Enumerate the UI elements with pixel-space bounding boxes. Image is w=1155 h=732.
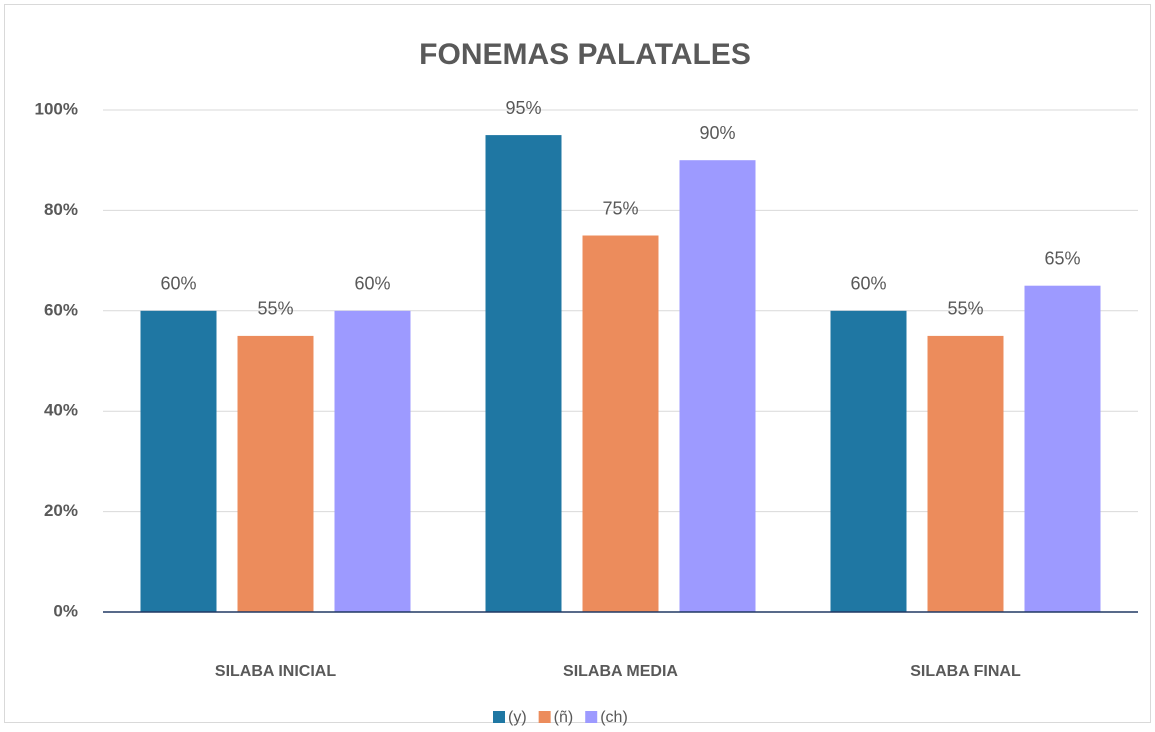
x-tick-label: SILABA INICIAL	[215, 663, 336, 680]
x-tick-label: SILABA MEDIA	[563, 663, 678, 680]
bar	[830, 310, 907, 612]
data-label: 60%	[354, 274, 390, 294]
legend-label: (y)	[508, 709, 527, 726]
y-tick-label: 20%	[44, 501, 78, 520]
legend-label: (ñ)	[554, 709, 574, 726]
x-tick-label: SILABA FINAL	[910, 663, 1021, 680]
data-label: 95%	[505, 98, 541, 118]
y-tick-label: 60%	[44, 300, 78, 319]
bar	[927, 335, 1004, 612]
chart-title: FONEMAS PALATALES	[419, 38, 751, 71]
data-label: 90%	[699, 123, 735, 143]
bar	[1024, 285, 1101, 612]
y-tick-label: 100%	[35, 99, 78, 118]
y-tick-label: 0%	[53, 601, 78, 620]
bar	[237, 335, 314, 612]
data-label: 55%	[257, 299, 293, 319]
data-label: 60%	[160, 274, 196, 294]
data-label: 65%	[1044, 248, 1080, 268]
bar	[140, 310, 217, 612]
data-label: 60%	[850, 274, 886, 294]
data-label: 55%	[947, 299, 983, 319]
legend-swatch	[493, 711, 505, 723]
bar	[582, 235, 659, 612]
legend-swatch	[538, 711, 551, 723]
bar	[334, 310, 411, 612]
data-label: 75%	[602, 198, 638, 218]
legend-swatch	[585, 711, 598, 723]
bar	[485, 135, 562, 612]
y-tick-label: 80%	[44, 200, 78, 219]
bar	[679, 160, 756, 612]
y-tick-label: 40%	[44, 401, 78, 420]
legend-label: (ch)	[600, 709, 628, 726]
